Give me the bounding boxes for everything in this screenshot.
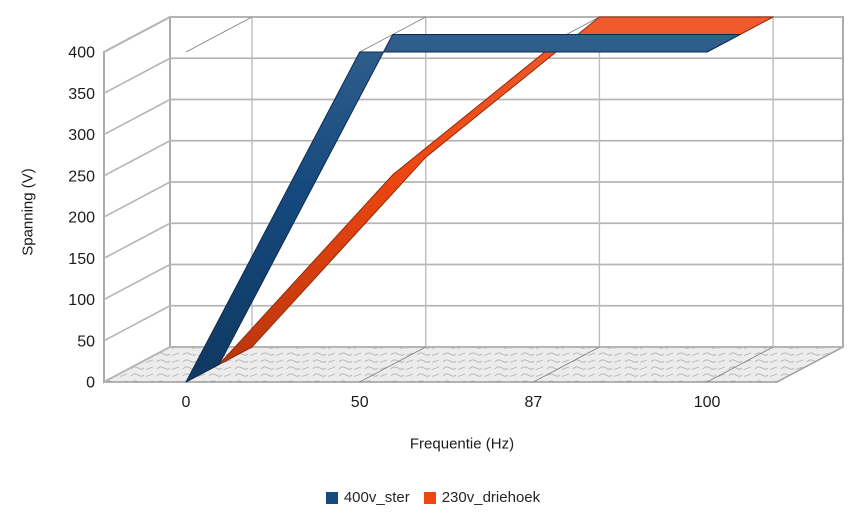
legend-swatch bbox=[423, 491, 436, 504]
x-tick-label: 0 bbox=[182, 394, 191, 411]
series-ribbon-230v_driehoek[interactable] bbox=[218, 16, 774, 365]
y-tick-label: 250 bbox=[68, 168, 95, 185]
legend-item-230v_driehoek[interactable]: 230v_driehoek bbox=[423, 489, 541, 506]
gridline-y-wall bbox=[103, 222, 171, 259]
gridline-y-wall bbox=[103, 57, 171, 94]
gridline-x-ceiling bbox=[185, 16, 253, 53]
series-ribbon-400v_ster[interactable] bbox=[185, 34, 741, 383]
gridline-y-wall bbox=[103, 98, 171, 136]
legend-label: 400v_ster bbox=[343, 489, 410, 506]
y-tick-label: 350 bbox=[68, 86, 95, 103]
gridline-x-floor bbox=[359, 346, 426, 383]
y-tick-label: 300 bbox=[68, 127, 95, 144]
y-axis-title: Spanning (V) bbox=[19, 168, 37, 256]
x-axis-title: Frequentie (Hz) bbox=[409, 435, 515, 453]
y-tick-label: 100 bbox=[68, 292, 95, 309]
y-tick-label: 150 bbox=[68, 251, 95, 268]
legend: 400v_ster 230v_driehoek bbox=[0, 489, 866, 506]
gridline-x-floor bbox=[706, 346, 774, 383]
y-tick-label: 50 bbox=[77, 333, 95, 350]
legend-swatch bbox=[325, 491, 338, 504]
gridline-x-floor bbox=[533, 346, 600, 383]
x-tick-label: 87 bbox=[525, 394, 543, 411]
x-tick-label: 50 bbox=[351, 394, 369, 411]
y-tick-label: 400 bbox=[68, 45, 95, 62]
y-tick-label: 200 bbox=[68, 210, 95, 227]
gridline-y-wall bbox=[103, 16, 171, 53]
legend-label: 230v_driehoek bbox=[441, 489, 541, 506]
gridline-y-wall bbox=[103, 346, 171, 383]
gridline-y-wall bbox=[103, 305, 171, 342]
gridline-y-wall bbox=[103, 181, 171, 218]
y-tick-label: 0 bbox=[86, 375, 95, 392]
gridline-y-wall bbox=[103, 263, 171, 301]
gridline-y-wall bbox=[103, 140, 171, 177]
x-tick-label: 100 bbox=[694, 394, 721, 411]
plot-area-3d: 0 50 100 150 200 250 300 350 400 0 50 87 100 bbox=[68, 15, 844, 411]
legend-item-400v_ster[interactable]: 400v_ster bbox=[325, 489, 410, 506]
